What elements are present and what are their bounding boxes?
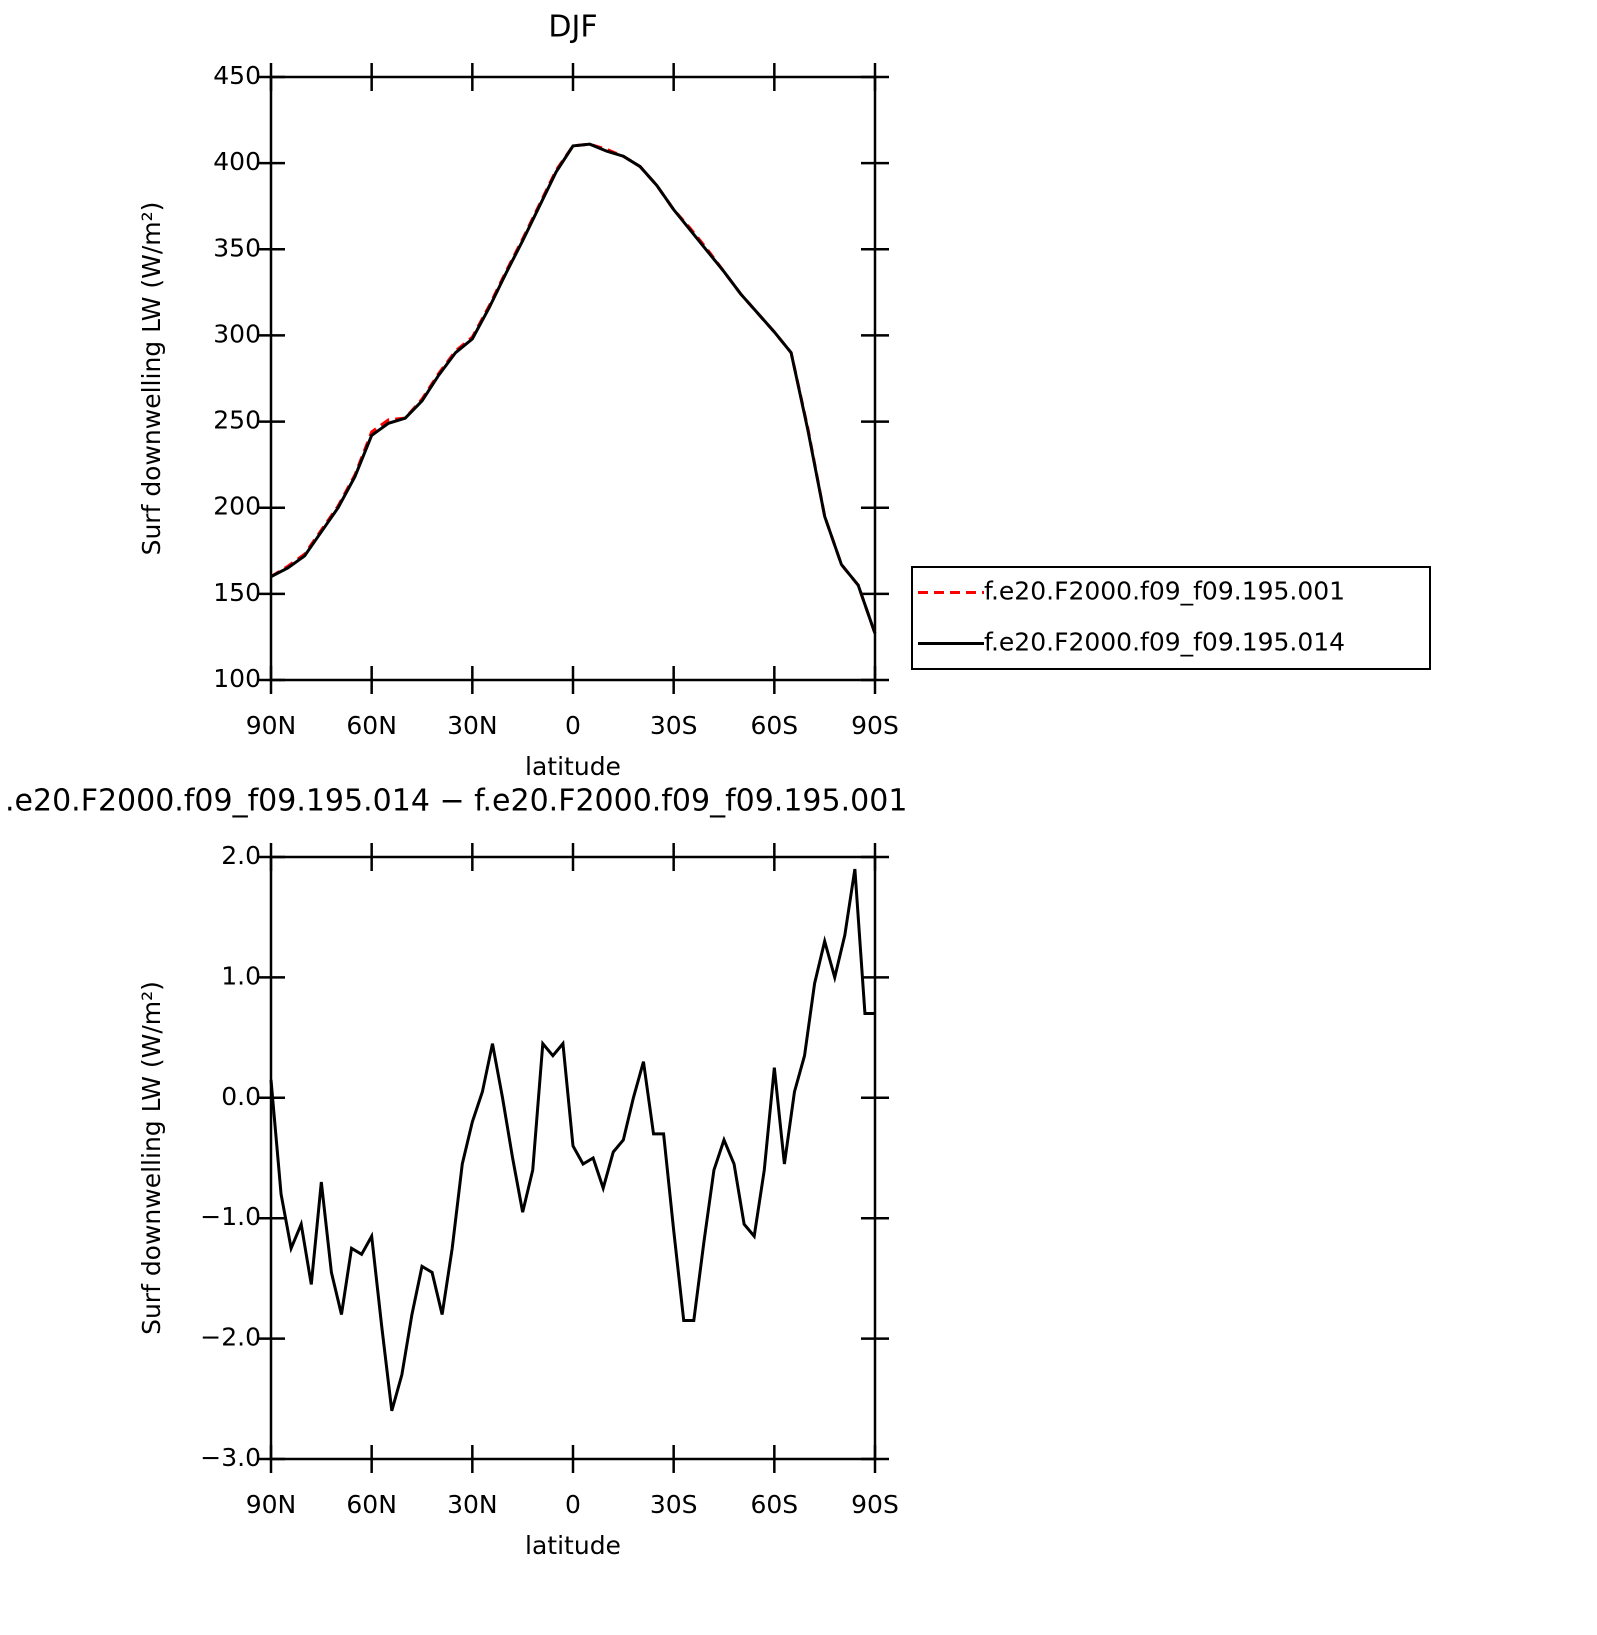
y-tick-label: 400 — [213, 147, 261, 176]
y-axis-label: Surf downwelling LW (W/m²) — [137, 981, 166, 1335]
x-tick-label: 60S — [750, 711, 798, 740]
y-axis-label: Surf downwelling LW (W/m²) — [137, 202, 166, 556]
x-tick-label: 0 — [565, 711, 581, 740]
x-tick-label: 60N — [346, 1490, 397, 1519]
x-tick-label: 90S — [851, 1490, 899, 1519]
data-line — [270, 142, 877, 634]
data-line — [269, 868, 875, 1412]
x-tick-label: 30N — [447, 1490, 498, 1519]
x-tick-label: 0 — [565, 1490, 581, 1519]
x-tick-label: 60N — [346, 711, 397, 740]
y-tick-label: −2.0 — [200, 1323, 261, 1352]
plot-frame — [269, 75, 877, 682]
plot-frame — [269, 855, 877, 1461]
x-axis-label: latitude — [525, 1531, 621, 1560]
legend-label: f.e20.F2000.f09_f09.195.014 — [984, 628, 1345, 657]
y-tick-label: 200 — [213, 492, 261, 521]
y-tick-label: 100 — [213, 664, 261, 693]
y-tick-label: −3.0 — [200, 1443, 261, 1472]
legend-label: f.e20.F2000.f09_f09.195.001 — [984, 577, 1345, 606]
x-tick-label: 90N — [246, 1490, 297, 1519]
legend-box — [911, 566, 1431, 670]
y-tick-label: 150 — [213, 578, 261, 607]
x-tick-label: 90N — [246, 711, 297, 740]
y-tick-label: 450 — [213, 61, 261, 90]
y-tick-label: 300 — [213, 319, 261, 348]
chart-title: DJF — [548, 10, 597, 45]
x-tick-label: 30S — [650, 1490, 698, 1519]
x-tick-label: 30N — [447, 711, 498, 740]
x-axis-label: latitude — [525, 752, 621, 781]
x-tick-label: 60S — [750, 1490, 798, 1519]
y-tick-label: 250 — [213, 406, 261, 435]
y-tick-label: 1.0 — [221, 961, 261, 990]
data-line — [270, 142, 877, 634]
y-tick-label: 350 — [213, 233, 261, 262]
chart-title: .e20.F2000.f09_f09.195.014 − f.e20.F2000… — [5, 784, 907, 819]
y-tick-label: 0.0 — [221, 1082, 261, 1111]
y-tick-label: 2.0 — [221, 841, 261, 870]
x-tick-label: 90S — [851, 711, 899, 740]
y-tick-label: −1.0 — [200, 1202, 261, 1231]
x-tick-label: 30S — [650, 711, 698, 740]
